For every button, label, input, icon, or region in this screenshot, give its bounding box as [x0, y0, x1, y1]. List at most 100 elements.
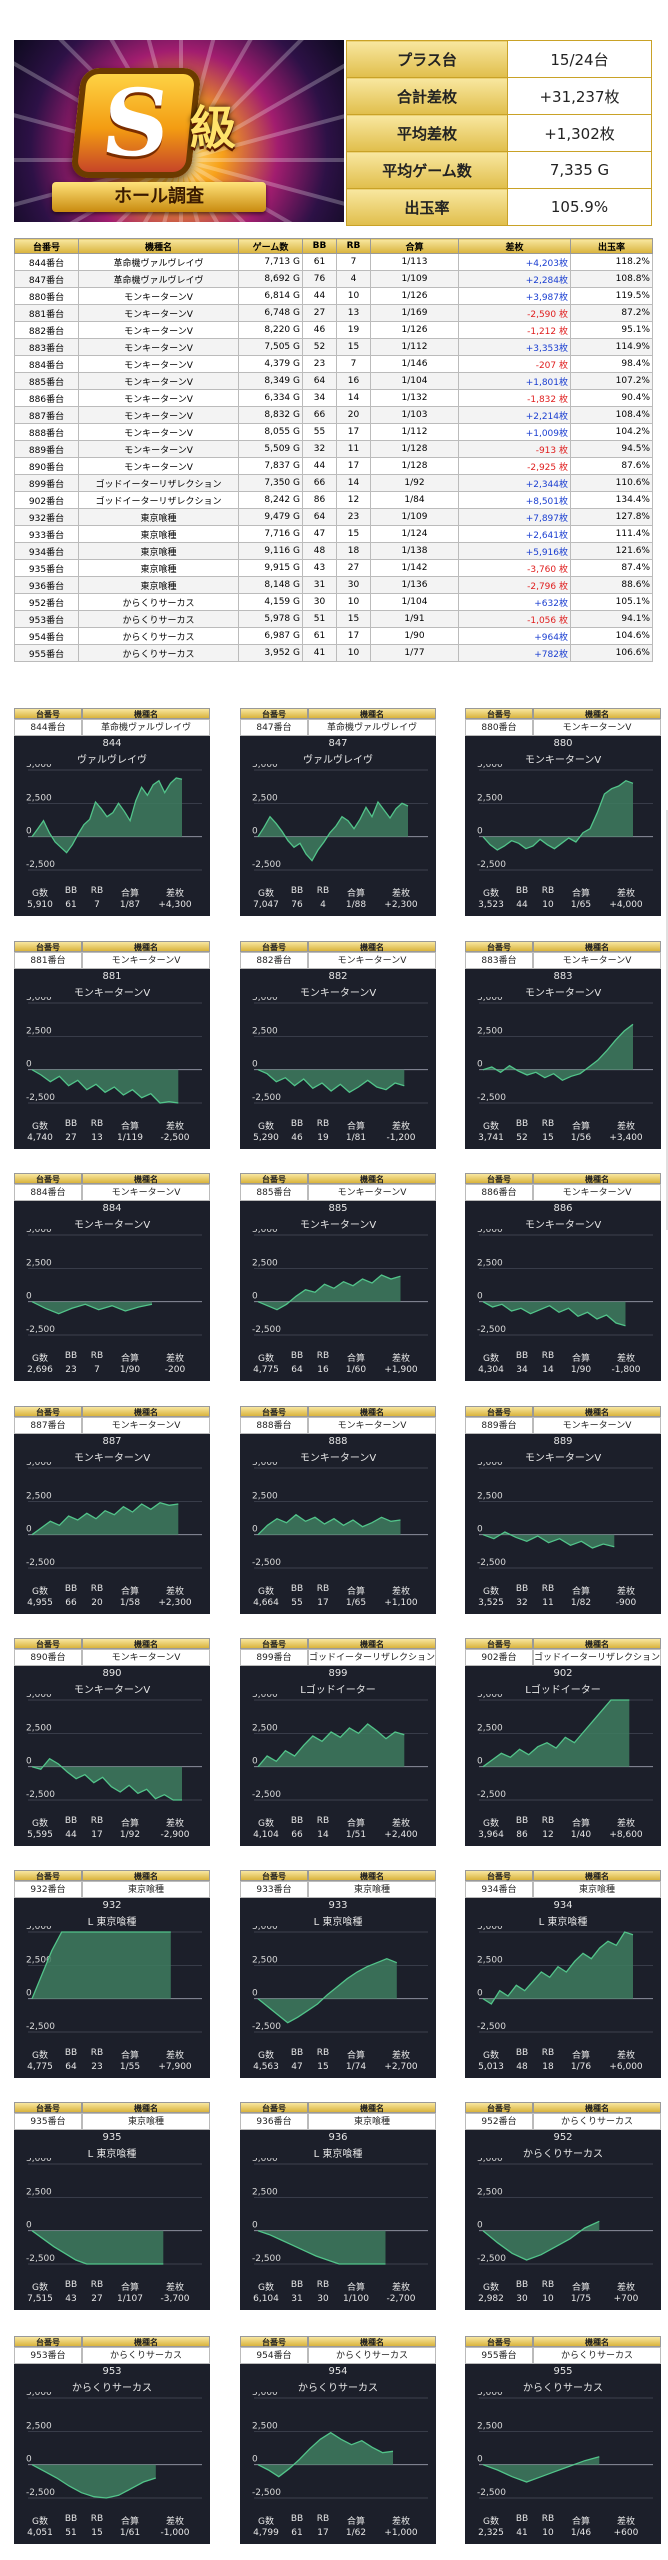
- stat-value: 48: [516, 2062, 528, 2072]
- stat-label: BB: [64, 886, 78, 896]
- stat-label: BB: [290, 1119, 304, 1129]
- stat-label: G数: [32, 2517, 48, 2527]
- chart-title-name: L 東京喰種: [87, 2149, 137, 2160]
- stat-label: BB: [64, 1119, 78, 1129]
- chart-title-number: 955: [553, 2366, 573, 2377]
- stat-label: 合算: [571, 2051, 590, 2061]
- y-tick-label: 2,500: [252, 1258, 278, 1268]
- y-tick-label: -2,500: [477, 1093, 506, 1103]
- stat-value: 1/62: [345, 2528, 367, 2538]
- y-tick-label: 0: [26, 2221, 32, 2231]
- chart-body: 955 からくりサーカス 5,000 2,500 0 -2,500 G数 2,325 BB 41 R…: [465, 2364, 661, 2544]
- card-machine-name: モンキーターンV: [82, 1417, 210, 1434]
- table-row: 887番台 モンキーターンV 8,832 G 66 20 1/103 +2,214枚 108.…: [14, 406, 653, 424]
- card-num-label: 台番号: [14, 2336, 82, 2347]
- stat-label: G数: [258, 2517, 274, 2527]
- stat-value: +2,700: [384, 2062, 418, 2072]
- chart-title-number: 935: [102, 2132, 122, 2143]
- series-area: [32, 778, 182, 853]
- card-num-label: 台番号: [14, 1406, 82, 1417]
- y-tick-label: 5,000: [477, 1694, 503, 1700]
- slump-chart: 5,000 2,500 0 -2,500: [252, 1926, 428, 2033]
- stat-label: G数: [258, 2283, 274, 2293]
- y-tick-label: 0: [477, 2221, 483, 2231]
- stat-value: 17: [317, 2528, 329, 2538]
- chart-stats: G数 4,955 BB 66 RB 20 合算 1/58 差枚 +2,300: [14, 1582, 210, 1614]
- series-area: [32, 2464, 156, 2498]
- y-tick-label: -2,500: [26, 860, 55, 870]
- series-line: [31, 2230, 164, 2265]
- table-cell: 88.6%: [570, 576, 653, 594]
- chart-card: 台番号 機種名 955番台 からくりサーカス 955 からくりサーカス 5,000 2,500…: [465, 2336, 661, 2544]
- stat-label: RB: [541, 886, 555, 896]
- table-cell: 87.2%: [570, 304, 653, 322]
- y-tick-label: 2,500: [26, 1723, 52, 1733]
- stat-value: 34: [516, 1365, 528, 1375]
- card-machine-name: からくりサーカス: [308, 2347, 436, 2364]
- stat-label: BB: [290, 1584, 304, 1594]
- summary-label: 出玉率: [346, 188, 508, 226]
- stat-value: 5,013: [478, 2062, 504, 2072]
- stat-label: 合算: [120, 1122, 139, 1132]
- y-tick-label: 5,000: [26, 1229, 52, 1235]
- y-tick-label: 0: [252, 2221, 258, 2231]
- summary-label: 平均ゲーム数: [346, 151, 508, 189]
- table-cell: 1/169: [370, 304, 459, 322]
- y-tick-label: 0: [26, 1757, 32, 1767]
- card-name-label: 機種名: [82, 1406, 210, 1417]
- card-machine-number: 884番台: [14, 1184, 82, 1201]
- stat-value: 4,104: [253, 1830, 279, 1840]
- slump-chart: 5,000 2,500 0 -2,500: [26, 997, 202, 1104]
- table-cell: 114.9%: [570, 338, 653, 356]
- card-machine-name: モンキーターンV: [533, 1417, 661, 1434]
- chart-card: 台番号 機種名 881番台 モンキーターンV 881 モンキーターンV 5,000 2,500…: [14, 941, 210, 1149]
- y-tick-label: -2,500: [252, 2254, 281, 2264]
- y-tick-label: 5,000: [26, 1694, 52, 1700]
- table-row: 889番台 モンキーターンV 5,509 G 32 11 1/128 -913 枚 94.5%: [14, 440, 653, 458]
- stat-value: 41: [516, 2528, 528, 2538]
- chart-title-number: 880: [553, 738, 573, 749]
- chart-card: 台番号 機種名 885番台 モンキーターンV 885 モンキーターンV 5,000 2,500…: [240, 1173, 436, 1381]
- chart-card-header: 台番号 機種名 880番台 モンキーターンV: [465, 708, 661, 736]
- slump-chart: 5,000 2,500 0 -2,500: [26, 764, 202, 871]
- chart-card-header: 台番号 機種名 953番台 からくりサーカス: [14, 2336, 210, 2364]
- stat-value: +6,000: [609, 2062, 643, 2072]
- card-num-label: 台番号: [240, 1870, 308, 1881]
- card-name-label: 機種名: [308, 1406, 436, 1417]
- stat-value: 1/119: [117, 1133, 143, 1143]
- stat-value: 66: [65, 1598, 77, 1608]
- table-row: 884番台 モンキーターンV 4,379 G 23 7 1/146 -207 枚 98.4%: [14, 355, 653, 373]
- table-cell: +7,897枚: [458, 508, 571, 526]
- table-cell: 革命機ヴァルヴレイヴ: [78, 270, 239, 288]
- stat-value: 47: [291, 2062, 303, 2072]
- series-area: [483, 1932, 633, 2004]
- stat-value: 1/65: [570, 900, 592, 910]
- series-line: [482, 1531, 615, 1549]
- table-row: 883番台 モンキーターンV 7,505 G 52 15 1/112 +3,353枚 114.…: [14, 338, 653, 356]
- table-cell: 32: [302, 440, 337, 458]
- stat-value: 44: [65, 1830, 77, 1840]
- card-machine-name: モンキーターンV: [533, 952, 661, 969]
- y-tick-label: 5,000: [477, 1926, 503, 1932]
- card-name-label: 機種名: [82, 2102, 210, 2113]
- stat-label: G数: [32, 1587, 48, 1597]
- y-tick-label: -2,500: [252, 1558, 281, 1568]
- chart-title-number: 890: [102, 1668, 122, 1679]
- y-tick-label: 2,500: [252, 1723, 278, 1733]
- card-name-label: 機種名: [82, 1173, 210, 1184]
- chart-title-number: 884: [102, 1203, 122, 1214]
- card-machine-name: からくりサーカス: [533, 2347, 661, 2364]
- table-cell: 15: [336, 338, 371, 356]
- chart-title-name: ヴァルヴレイヴ: [77, 755, 147, 766]
- chart-card: 台番号 機種名 952番台 からくりサーカス 952 からくりサーカス 5,000 2,500…: [465, 2102, 661, 2310]
- stat-value: 15: [542, 1133, 554, 1143]
- chart-title-number: 844: [102, 738, 122, 749]
- chart-title-name: モンキーターンV: [524, 1220, 602, 1231]
- stat-label: RB: [541, 2280, 555, 2290]
- y-tick-label: 5,000: [252, 2392, 278, 2398]
- y-tick-label: -2,500: [252, 2022, 281, 2032]
- chart-card: 台番号 機種名 935番台 東京喰種 935 L 東京喰種 5,000 2,500 0 -2,50…: [14, 2102, 210, 2310]
- card-name-label: 機種名: [308, 1173, 436, 1184]
- chart-card: 台番号 機種名 884番台 モンキーターンV 884 モンキーターンV 5,000 2,500…: [14, 1173, 210, 1381]
- series-line: [482, 779, 634, 851]
